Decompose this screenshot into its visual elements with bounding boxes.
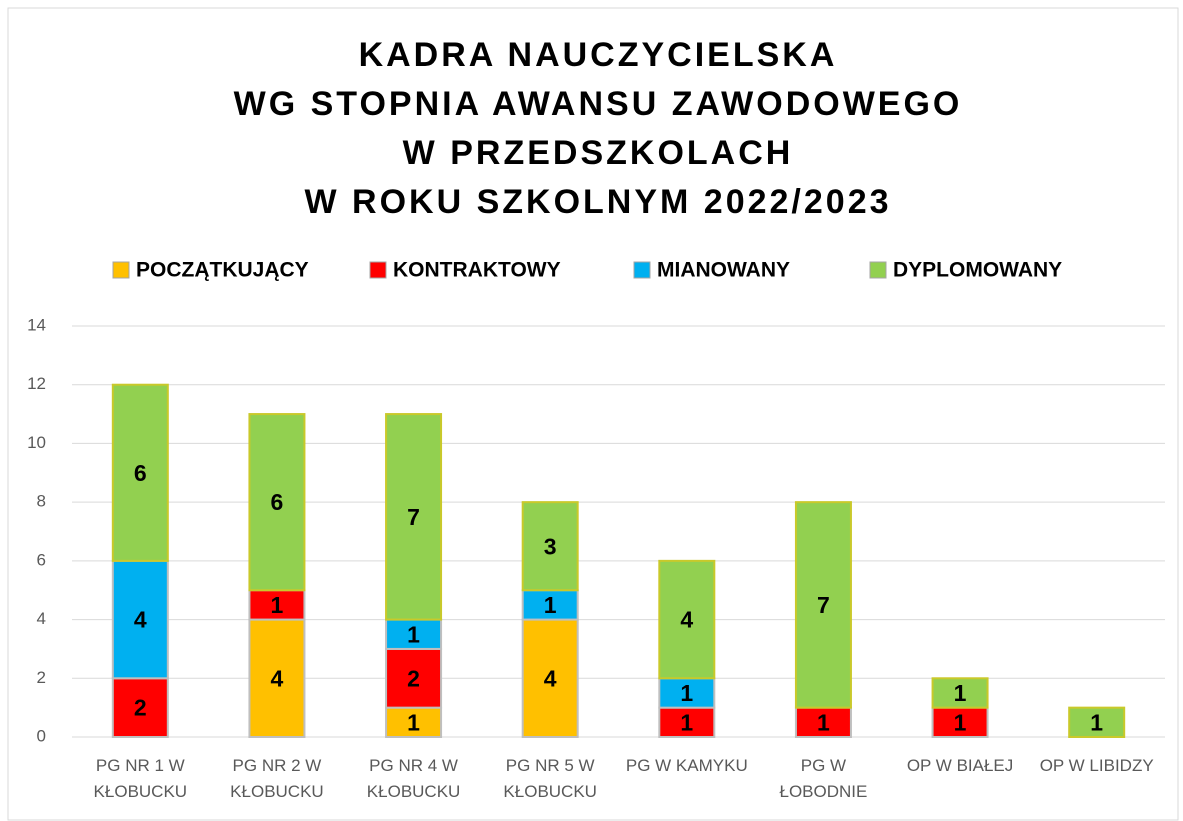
bar-segment xyxy=(111,677,169,738)
chart-title: KADRA NAUCZYCIELSKA xyxy=(359,36,838,74)
y-tick-label: 6 xyxy=(37,550,46,569)
bar-segment xyxy=(385,647,443,709)
bar-segment xyxy=(521,501,579,592)
bar-segment xyxy=(111,559,169,680)
y-tick-label: 12 xyxy=(27,374,46,393)
data-label: 1 xyxy=(954,680,967,706)
legend-label: MIANOWANY xyxy=(657,259,790,282)
data-label: 1 xyxy=(271,592,284,618)
y-tick-label: 8 xyxy=(37,492,46,511)
data-label: 1 xyxy=(407,709,420,735)
x-tick-label: PG W KAMYKU xyxy=(625,756,748,775)
data-label: 1 xyxy=(817,709,830,735)
x-tick-label: PG NR 5 W KŁOBUCKU xyxy=(503,756,597,801)
bar-segment xyxy=(1068,706,1126,739)
y-tick-label: 0 xyxy=(37,726,46,745)
legend-swatch xyxy=(869,261,887,279)
x-tick-label: PG NR 2 W KŁOBUCKU xyxy=(230,756,324,801)
bar-segment xyxy=(931,677,989,709)
data-label: 1 xyxy=(1090,709,1103,735)
y-tick-label: 14 xyxy=(27,315,46,334)
data-label: 4 xyxy=(680,607,693,633)
legend-swatch xyxy=(633,261,651,279)
chart-border xyxy=(7,7,1179,821)
bar-segment xyxy=(385,618,443,650)
chart-title: W PRZEDSZKOLACH xyxy=(403,134,794,172)
data-label: 2 xyxy=(407,665,420,691)
bar-segment xyxy=(248,589,306,621)
chart-title: WG STOPNIA AWANSU ZAWODOWEGO xyxy=(234,85,963,123)
x-tick-label: PG NR 1 W KŁOBUCKU xyxy=(93,756,188,801)
legend-label: POCZĄTKUJĄCY xyxy=(136,259,309,282)
bar-segment xyxy=(248,413,306,592)
data-label: 4 xyxy=(544,665,557,691)
y-tick-label: 2 xyxy=(37,668,46,687)
bar-segment xyxy=(385,413,443,621)
data-label: 7 xyxy=(407,504,420,530)
bar-segment xyxy=(794,501,852,709)
data-label: 1 xyxy=(544,592,557,618)
y-tick-label: 4 xyxy=(37,609,46,628)
data-label: 6 xyxy=(134,460,147,486)
data-label: 1 xyxy=(954,709,967,735)
data-label: 1 xyxy=(407,621,420,647)
data-label: 1 xyxy=(680,680,693,706)
legend-swatch xyxy=(369,261,387,279)
y-tick-label: 10 xyxy=(27,433,46,452)
data-label: 7 xyxy=(817,592,830,618)
legend-label: KONTRAKTOWY xyxy=(393,259,561,282)
data-label: 4 xyxy=(134,607,147,633)
data-label: 6 xyxy=(271,489,284,515)
x-tick-label: OP W BIAŁEJ xyxy=(906,756,1014,775)
x-tick-label: PG W ŁOBODNIE xyxy=(779,756,868,801)
bar-segment xyxy=(111,383,169,562)
x-tick-label: OP W LIBIDZY xyxy=(1039,756,1154,775)
data-label: 3 xyxy=(544,533,557,559)
legend-label: DYPLOMOWANY xyxy=(893,259,1062,282)
legend-swatch xyxy=(112,261,130,279)
data-label: 2 xyxy=(134,695,147,721)
bar-segment xyxy=(521,618,579,738)
chart-title: W ROKU SZKOLNYM 2022/2023 xyxy=(304,183,891,221)
data-label: 4 xyxy=(271,665,284,691)
x-tick-label: PG NR 4 W KŁOBUCKU xyxy=(366,756,461,801)
bar-segment xyxy=(658,559,716,680)
data-label: 1 xyxy=(680,709,693,735)
